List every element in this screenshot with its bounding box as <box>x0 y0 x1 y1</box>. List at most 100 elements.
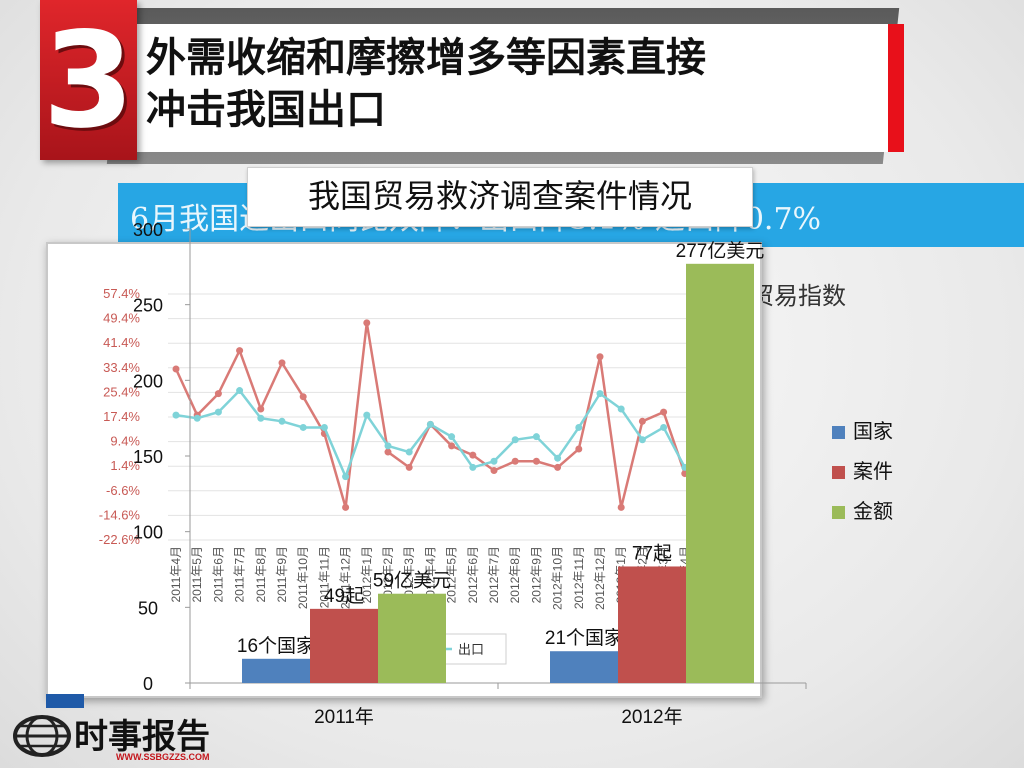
inset-legend-label: 出口 <box>458 642 484 657</box>
inset-cyan-series-point <box>448 433 456 441</box>
inset-cyan-series-point <box>363 411 371 419</box>
inset-cyan-series-point <box>596 390 604 398</box>
inset-x-tick: 2012年11月 <box>572 546 586 609</box>
inset-x-tick: 2012年3月 <box>402 546 416 603</box>
inset-x-tick: 2012年12月 <box>593 546 607 610</box>
inset-cyan-series-point <box>405 448 413 456</box>
inset-cyan-series-point <box>554 454 562 462</box>
inset-cyan-series-point <box>511 436 519 444</box>
inset-y-tick: 25.4% <box>103 384 140 399</box>
legend-swatch-country <box>832 426 845 439</box>
inset-cyan-series-point <box>278 417 286 425</box>
inset-x-tick: 2011年9月 <box>275 546 289 602</box>
inset-x-tick: 2011年8月 <box>254 546 268 602</box>
data-label-amount: 59亿美元 <box>373 570 451 592</box>
inset-y-tick: 1.4% <box>110 458 140 473</box>
data-label-cases: 77起 <box>632 542 672 564</box>
inset-cyan-series-point <box>490 457 498 465</box>
legend-label-cases: 案件 <box>853 460 893 483</box>
inset-red-series-point <box>172 365 180 373</box>
x-category-label: 2011年 <box>314 706 374 728</box>
inset-red-series-line <box>174 322 706 508</box>
inset-cyan-series-point <box>638 436 646 444</box>
bar-amount <box>686 263 754 683</box>
inset-y-tick: 9.4% <box>110 434 140 449</box>
inset-x-tick: 2011年4月 <box>169 546 183 602</box>
inset-cyan-series-point <box>532 433 540 441</box>
page-title-line2: 冲击我国出口 <box>146 87 386 133</box>
inset-x-tick: 2012年2月 <box>381 546 395 603</box>
inset-cyan-series-point <box>617 405 625 413</box>
inset-red-series-point <box>617 503 625 511</box>
y-tick-label: 200 <box>133 371 163 391</box>
inset-cyan-series-point <box>193 414 201 422</box>
inset-x-tick: 2011年12月 <box>339 546 353 609</box>
bar-cases <box>618 566 686 683</box>
inset-red-series-point <box>511 457 519 465</box>
inset-red-series-point <box>575 445 583 453</box>
y-tick-label: 0 <box>143 674 153 694</box>
inset-cyan-series-point <box>257 414 265 422</box>
inset-x-tick: 2012年4月 <box>423 546 437 603</box>
inset-red-series-point <box>532 457 540 465</box>
inset-y-tick: -14.6% <box>99 507 141 522</box>
section-number: 3 <box>42 4 135 158</box>
title-accent-bar <box>888 24 904 152</box>
inset-y-tick: -22.6% <box>99 532 141 547</box>
y-tick-label: 250 <box>133 296 163 316</box>
inset-x-tick: 2012年10月 <box>551 546 565 610</box>
inset-cyan-series-point <box>575 423 583 431</box>
inset-cyan-series-point <box>214 408 222 416</box>
inset-red-series-point <box>257 405 265 413</box>
data-label-cases: 49起 <box>324 585 364 607</box>
inset-red-series-point <box>236 347 244 355</box>
y-tick-label: 100 <box>133 523 163 543</box>
inset-cyan-series-point <box>469 463 477 471</box>
background-chart-caption: 贸易指数 <box>750 282 846 310</box>
data-label-amount: 277亿美元 <box>676 240 765 262</box>
inset-cyan-series-point <box>172 411 180 419</box>
inset-y-tick: 57.4% <box>103 286 140 301</box>
inset-cyan-series-point <box>320 423 328 431</box>
section-number-block: 3 <box>40 0 137 160</box>
inset-cyan-series-point <box>660 423 668 431</box>
inset-red-series-point <box>660 408 668 416</box>
logo-name: 时事报告 <box>74 718 210 756</box>
legend-label-amount: 金额 <box>853 500 893 523</box>
inset-x-tick: 2011年10月 <box>296 546 310 609</box>
inset-red-series-point <box>469 451 477 459</box>
inset-y-tick: 17.4% <box>103 409 140 424</box>
y-tick-label: 150 <box>133 447 163 467</box>
inset-red-series-point <box>342 503 350 511</box>
inset-y-tick: 33.4% <box>103 360 140 375</box>
chart-caption: 我国贸易救济调查案件情况 <box>307 177 692 215</box>
inset-red-series-point <box>278 359 286 367</box>
inset-x-tick: 2011年6月 <box>211 546 225 602</box>
logo: 时事报告 WWW.SSBGZZS.COM <box>13 715 210 762</box>
inset-cyan-series-point <box>384 442 392 450</box>
logo-url: WWW.SSBGZZS.COM <box>116 752 210 762</box>
inset-red-series-point <box>448 442 456 450</box>
bar-cases <box>310 608 378 683</box>
chart-caption-box: 我国贸易救济调查案件情况 <box>247 167 753 227</box>
inset-cyan-series-point <box>342 473 350 481</box>
inset-x-tick: 2012年5月 <box>445 546 459 603</box>
bar-country <box>550 651 618 683</box>
inset-x-tick: 2012年6月 <box>466 546 480 603</box>
bar-amount <box>378 593 446 683</box>
inset-x-tick: 2012年8月 <box>508 546 522 603</box>
inset-x-tick: 2012年7月 <box>487 546 501 603</box>
inset-x-tick: 2011年5月 <box>190 546 204 602</box>
inset-cyan-series-point <box>236 387 244 395</box>
inset-y-tick: -6.6% <box>106 483 140 498</box>
background-line-chart-svg: 57.4% 49.4% 41.4% 33.4% 25.4% 17.4% 9.4% 1.4% -6… <box>99 286 714 665</box>
inset-red-series-point <box>299 393 307 401</box>
blue-footer-tab <box>46 694 84 708</box>
inset-cyan-series-point <box>299 423 307 431</box>
page-title: 外需收缩和摩擦增多等因素直接 冲击我国出口 <box>146 32 876 136</box>
bar-country <box>242 658 310 683</box>
globe-icon <box>13 715 71 757</box>
inset-x-tick: 2011年7月 <box>233 546 247 602</box>
legend-swatch-amount <box>832 506 845 519</box>
